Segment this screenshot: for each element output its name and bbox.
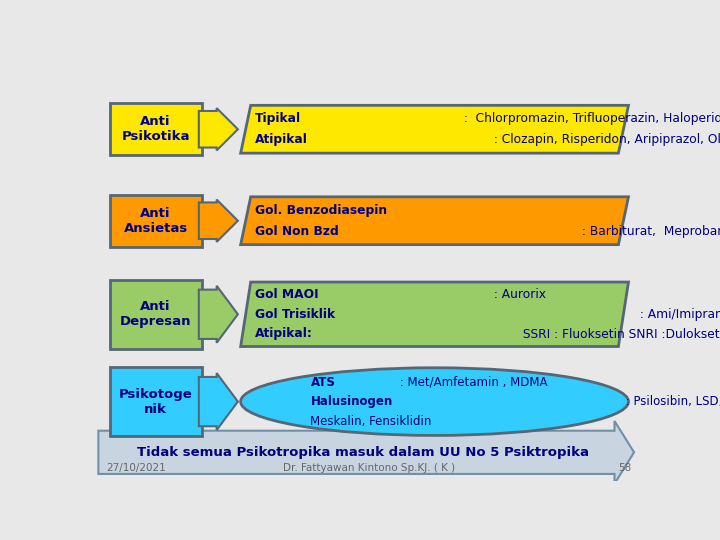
Polygon shape: [99, 421, 634, 484]
Text: Anti
Ansietas: Anti Ansietas: [123, 207, 188, 235]
Text: 27/10/2021: 27/10/2021: [107, 463, 166, 473]
Polygon shape: [199, 286, 238, 343]
Text: Dr. Fattyawan Kintono Sp.KJ. ( K ): Dr. Fattyawan Kintono Sp.KJ. ( K ): [283, 463, 455, 473]
Text: ATS: ATS: [310, 375, 336, 389]
Text: Gol MAOI: Gol MAOI: [255, 288, 318, 301]
Text: Tidak semua Psikotropika masuk dalam UU No 5 Psiktropika: Tidak semua Psikotropika masuk dalam UU …: [138, 446, 590, 459]
Polygon shape: [199, 108, 238, 150]
Ellipse shape: [240, 368, 629, 435]
Text: : Barbiturat,  Meprobamat, Buspiron: : Barbiturat, Meprobamat, Buspiron: [577, 225, 720, 238]
Text: SSRI : Fluoksetin SNRI :Duloksetin/Venlafaksin: SSRI : Fluoksetin SNRI :Duloksetin/Venla…: [519, 327, 720, 340]
Text: : Clozapin, Risperidon, Aripiprazol, Olanzapin: : Clozapin, Risperidon, Aripiprazol, Ola…: [490, 133, 720, 146]
Text: Atipikal: Atipikal: [255, 133, 307, 146]
Polygon shape: [240, 282, 629, 347]
Text: : Ami/Imipramin: : Ami/Imipramin: [636, 308, 720, 321]
Text: Halusinogen: Halusinogen: [310, 395, 392, 408]
Polygon shape: [240, 105, 629, 153]
Text: Meskalin, Fensiklidin: Meskalin, Fensiklidin: [310, 415, 432, 428]
Text: Anti
Depresan: Anti Depresan: [120, 300, 192, 328]
Text: : Met/Amfetamin , MDMA: : Met/Amfetamin , MDMA: [395, 375, 547, 389]
FancyBboxPatch shape: [109, 103, 202, 155]
Text: Gol Non Bzd: Gol Non Bzd: [255, 225, 338, 238]
Text: :  Chlorpromazin, Trifluoperazin, Haloperidol: : Chlorpromazin, Trifluoperazin, Haloper…: [460, 112, 720, 125]
Text: Psikotoge
nik: Psikotoge nik: [119, 388, 192, 416]
Text: : Psilosibin, LSD,  thener,: : Psilosibin, LSD, thener,: [623, 395, 720, 408]
Text: : Aurorix: : Aurorix: [490, 288, 546, 301]
Text: Gol. Benzodiasepin: Gol. Benzodiasepin: [255, 204, 387, 217]
FancyBboxPatch shape: [109, 367, 202, 436]
FancyBboxPatch shape: [109, 280, 202, 349]
Text: 58: 58: [618, 463, 631, 473]
Polygon shape: [199, 373, 238, 430]
Polygon shape: [240, 197, 629, 245]
Text: Atipikal:: Atipikal:: [255, 327, 312, 340]
Text: Tipikal: Tipikal: [255, 112, 301, 125]
Text: Gol Trisiklik: Gol Trisiklik: [255, 308, 335, 321]
FancyBboxPatch shape: [109, 195, 202, 247]
Polygon shape: [199, 200, 238, 242]
Text: Anti
Psikotika: Anti Psikotika: [121, 115, 190, 143]
